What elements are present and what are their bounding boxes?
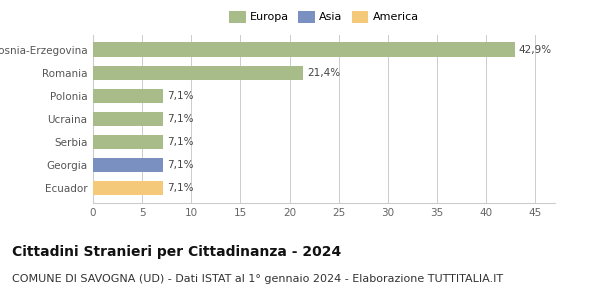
Bar bbox=[93, 112, 163, 126]
Bar bbox=[93, 158, 163, 172]
Bar bbox=[93, 66, 304, 80]
Legend: Europa, Asia, America: Europa, Asia, America bbox=[227, 8, 421, 25]
Text: COMUNE DI SAVOGNA (UD) - Dati ISTAT al 1° gennaio 2024 - Elaborazione TUTTITALIA: COMUNE DI SAVOGNA (UD) - Dati ISTAT al 1… bbox=[12, 274, 503, 284]
Text: 21,4%: 21,4% bbox=[307, 68, 340, 78]
Bar bbox=[93, 42, 515, 57]
Text: Cittadini Stranieri per Cittadinanza - 2024: Cittadini Stranieri per Cittadinanza - 2… bbox=[12, 245, 341, 259]
Text: 42,9%: 42,9% bbox=[518, 45, 552, 55]
Text: 7,1%: 7,1% bbox=[167, 137, 193, 147]
Bar bbox=[93, 89, 163, 103]
Bar bbox=[93, 135, 163, 149]
Text: 7,1%: 7,1% bbox=[167, 91, 193, 101]
Bar bbox=[93, 181, 163, 195]
Text: 7,1%: 7,1% bbox=[167, 114, 193, 124]
Text: 7,1%: 7,1% bbox=[167, 183, 193, 193]
Text: 7,1%: 7,1% bbox=[167, 160, 193, 170]
